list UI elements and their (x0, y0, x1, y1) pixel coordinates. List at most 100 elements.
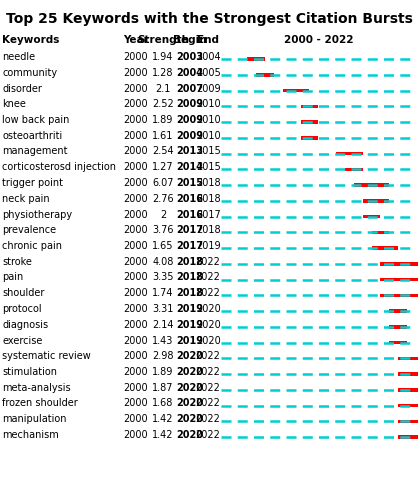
Text: 1.94: 1.94 (152, 52, 174, 62)
Text: 1.42: 1.42 (152, 414, 174, 424)
Text: 2000: 2000 (124, 288, 148, 298)
Text: meta-analysis: meta-analysis (2, 383, 71, 393)
Text: 2020: 2020 (196, 320, 221, 330)
Text: 2013: 2013 (177, 146, 204, 156)
Text: physiotherapy: physiotherapy (2, 210, 72, 220)
Text: neck pain: neck pain (2, 194, 50, 204)
Text: stimulation: stimulation (2, 367, 57, 377)
Text: 3.76: 3.76 (152, 225, 174, 235)
Text: 2000: 2000 (124, 272, 148, 282)
Text: 2000: 2000 (124, 99, 148, 110)
Text: 2017: 2017 (196, 210, 221, 220)
Text: 1.27: 1.27 (152, 162, 174, 172)
Bar (363, 215, 380, 218)
Text: 2009: 2009 (177, 130, 204, 141)
Text: 2022: 2022 (196, 398, 221, 408)
Text: management: management (2, 146, 68, 156)
Bar (301, 136, 319, 140)
Text: 2015: 2015 (177, 178, 204, 188)
Text: 2020: 2020 (177, 430, 204, 440)
Text: 2009: 2009 (196, 84, 220, 94)
Text: 2022: 2022 (196, 430, 221, 440)
Text: stroke: stroke (2, 257, 32, 266)
Text: 1.42: 1.42 (152, 430, 174, 440)
Text: 2015: 2015 (196, 146, 221, 156)
Text: 2000: 2000 (124, 367, 148, 377)
Bar (256, 73, 274, 76)
Text: manipulation: manipulation (2, 414, 66, 424)
Bar (389, 341, 407, 344)
Text: 1.68: 1.68 (152, 398, 174, 408)
Text: 2000: 2000 (124, 210, 148, 220)
Text: 2000: 2000 (124, 320, 148, 330)
Text: 2000: 2000 (124, 351, 148, 361)
Text: 2000: 2000 (124, 257, 148, 266)
Bar (398, 372, 418, 376)
Text: 1.65: 1.65 (152, 241, 174, 251)
Text: 2000: 2000 (124, 430, 148, 440)
Bar (398, 356, 418, 360)
Text: 2018: 2018 (177, 272, 204, 282)
Text: prevalence: prevalence (2, 225, 56, 235)
Bar (363, 199, 389, 202)
Text: 2004: 2004 (196, 52, 220, 62)
Text: Keywords: Keywords (2, 35, 59, 45)
Text: 2.54: 2.54 (152, 146, 174, 156)
Text: 2019: 2019 (177, 320, 204, 330)
Text: disorder: disorder (2, 84, 42, 94)
Text: 1.87: 1.87 (152, 383, 174, 393)
Text: 2000: 2000 (124, 398, 148, 408)
Text: 2020: 2020 (177, 398, 204, 408)
Text: 2018: 2018 (177, 257, 204, 266)
Bar (380, 278, 418, 281)
Text: 1.43: 1.43 (152, 336, 174, 345)
Bar (389, 325, 407, 328)
Text: 2009: 2009 (177, 99, 204, 110)
Text: 2018: 2018 (196, 225, 220, 235)
Text: 2010: 2010 (196, 99, 220, 110)
Text: 2000: 2000 (124, 130, 148, 141)
Bar (283, 89, 309, 92)
Text: mechanism: mechanism (2, 430, 59, 440)
Text: low back pain: low back pain (2, 115, 69, 125)
Text: trigger point: trigger point (2, 178, 63, 188)
Text: 4.08: 4.08 (152, 257, 174, 266)
Text: 2003: 2003 (177, 52, 204, 62)
Text: 2022: 2022 (196, 383, 221, 393)
Text: frozen shoulder: frozen shoulder (2, 398, 78, 408)
Text: 2000: 2000 (124, 115, 148, 125)
Text: 2017: 2017 (177, 241, 204, 251)
Text: 2000: 2000 (124, 52, 148, 62)
Text: 2009: 2009 (177, 115, 204, 125)
Text: 1.28: 1.28 (152, 68, 174, 78)
Text: 1.89: 1.89 (152, 115, 174, 125)
Text: 2010: 2010 (196, 115, 220, 125)
Text: 2000: 2000 (124, 383, 148, 393)
Bar (372, 230, 389, 234)
Bar (389, 310, 407, 313)
Bar (398, 404, 418, 407)
Text: 2016: 2016 (177, 210, 204, 220)
Text: 2: 2 (160, 210, 166, 220)
Text: 1.89: 1.89 (152, 367, 174, 377)
Text: 2.98: 2.98 (152, 351, 174, 361)
Text: 2020: 2020 (177, 383, 204, 393)
Text: 2020: 2020 (196, 304, 221, 314)
Text: 2000: 2000 (124, 241, 148, 251)
Text: corticosterosd injection: corticosterosd injection (2, 162, 116, 172)
Text: 2000: 2000 (124, 194, 148, 204)
Text: 2019: 2019 (177, 304, 204, 314)
Text: 6.07: 6.07 (152, 178, 174, 188)
Text: 2000: 2000 (124, 178, 148, 188)
Text: 2017: 2017 (177, 225, 204, 235)
Bar (345, 168, 363, 171)
Text: 2022: 2022 (196, 414, 221, 424)
Text: 3.31: 3.31 (152, 304, 174, 314)
Text: 2005: 2005 (196, 68, 221, 78)
Text: shoulder: shoulder (2, 288, 44, 298)
Bar (301, 120, 319, 124)
Text: 1.74: 1.74 (152, 288, 174, 298)
Text: 2000: 2000 (124, 414, 148, 424)
Text: 2.14: 2.14 (152, 320, 174, 330)
Text: 2004: 2004 (177, 68, 204, 78)
